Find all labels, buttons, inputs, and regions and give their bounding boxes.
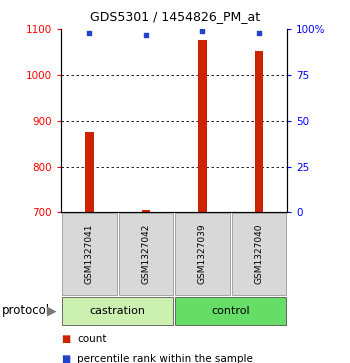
Text: count: count <box>77 334 106 344</box>
Bar <box>85 132 94 212</box>
Point <box>256 30 261 36</box>
Point <box>87 30 92 36</box>
Text: GSM1327040: GSM1327040 <box>254 224 263 284</box>
Text: ■: ■ <box>61 354 70 363</box>
Text: GSM1327042: GSM1327042 <box>141 224 150 284</box>
Bar <box>254 51 263 212</box>
Bar <box>198 41 206 212</box>
Text: castration: castration <box>90 306 146 316</box>
Text: GSM1327039: GSM1327039 <box>198 224 207 285</box>
Text: protocol: protocol <box>2 304 50 317</box>
Text: ■: ■ <box>61 334 70 344</box>
Text: GSM1327041: GSM1327041 <box>85 224 94 284</box>
Text: percentile rank within the sample: percentile rank within the sample <box>77 354 253 363</box>
Text: control: control <box>211 306 250 316</box>
Text: ▶: ▶ <box>47 304 57 317</box>
Bar <box>142 209 150 212</box>
Text: GDS5301 / 1454826_PM_at: GDS5301 / 1454826_PM_at <box>90 10 260 23</box>
Point <box>143 32 149 37</box>
Point <box>199 28 205 34</box>
